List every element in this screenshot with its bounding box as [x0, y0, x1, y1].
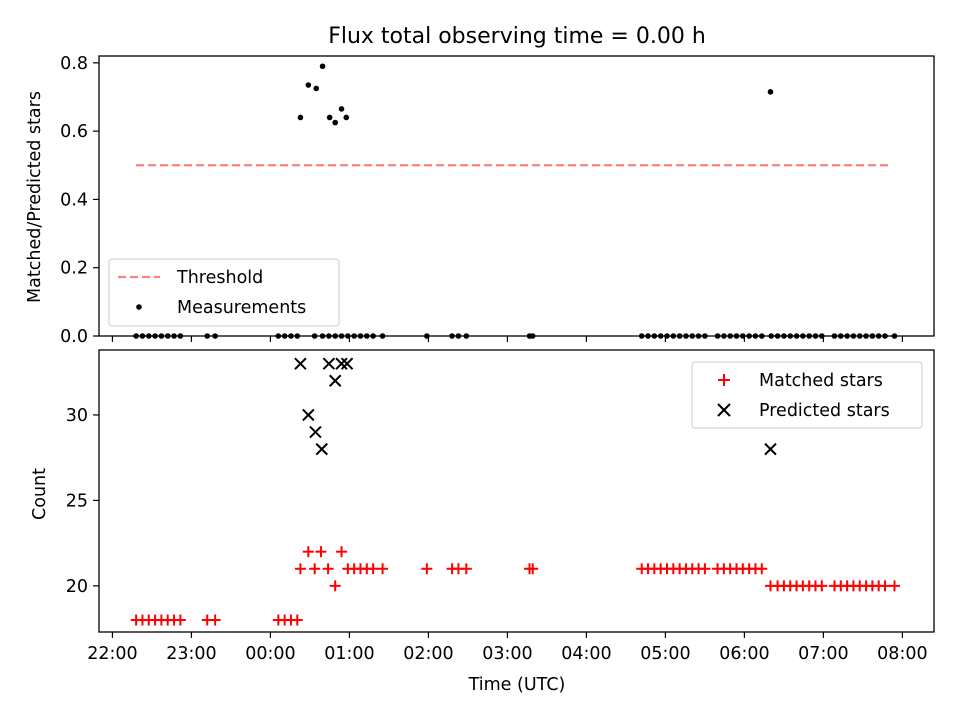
- x-tick-label: 04:00: [561, 644, 611, 664]
- bottom-y-tick-label: 20: [66, 577, 88, 597]
- top-y-tick-label: 0.8: [60, 54, 88, 74]
- matched-star-point: [302, 546, 314, 558]
- matched-star-point: [322, 563, 334, 575]
- matched-star-point: [756, 563, 768, 575]
- measurement-point: [343, 114, 350, 121]
- matched-star-point: [291, 614, 303, 626]
- measurement-point: [332, 119, 339, 126]
- x-tick-label: 05:00: [640, 644, 690, 664]
- x-tick-label: 01:00: [324, 644, 374, 664]
- predicted-star-point: [309, 425, 322, 439]
- top-y-tick-label: 0.2: [60, 259, 88, 279]
- x-tick-label: 03:00: [482, 644, 532, 664]
- matched-star-point: [329, 580, 341, 592]
- matched-star-point: [421, 563, 433, 575]
- matched-star-point: [174, 614, 186, 626]
- legend-matched-label: Matched stars: [759, 371, 883, 391]
- measurement-point: [767, 89, 774, 95]
- matched-star-point: [367, 563, 379, 575]
- matched-star-point: [889, 580, 901, 592]
- bottom-axes-frame: [98, 349, 935, 633]
- predicted-star-point: [315, 442, 328, 456]
- legend-predicted-label: Predicted stars: [759, 401, 890, 421]
- x-tick-label: 23:00: [166, 644, 216, 664]
- x-tick-label: 00:00: [245, 644, 295, 664]
- x-tick-label: 22:00: [87, 644, 137, 664]
- matched-star-point: [294, 563, 306, 575]
- predicted-star-point: [302, 408, 315, 422]
- x-axis-label: Time (UTC): [468, 675, 566, 695]
- bottom-panel: 22:00 23:00 00:00 01:00 02:00 03:00 04:00 05:00…: [30, 349, 935, 695]
- matched-star-point: [816, 580, 828, 592]
- bottom-y-axis-label: Count: [30, 468, 50, 520]
- bottom-legend: Matched stars Predicted stars: [691, 361, 923, 429]
- top-y-axis-label: Matched/Predicted stars: [25, 91, 45, 303]
- top-panel: 0.00.20.40.60.8 Matched/Predicted stars …: [25, 54, 935, 347]
- predicted-star-point: [322, 357, 336, 370]
- legend-threshold-label: Threshold: [176, 268, 263, 288]
- bottom-y-tick-label: 30: [66, 406, 88, 426]
- matched-star-point: [527, 563, 539, 575]
- measurement-point: [305, 82, 312, 88]
- x-tick-label: 02:00: [403, 644, 453, 664]
- top-legend: Threshold Measurements: [108, 258, 340, 327]
- top-legend-box: [108, 258, 340, 327]
- legend-measurements-label: Measurements: [177, 298, 306, 318]
- top-y-tick-label: 0.0: [60, 327, 88, 347]
- x-tick-label: 08:00: [877, 644, 927, 664]
- legend-measurements-swatch: [136, 304, 142, 310]
- predicted-star-point: [335, 357, 348, 370]
- top-y-tick-label: 0.4: [60, 190, 88, 210]
- predicted-star-point: [764, 442, 777, 456]
- matched-star-point: [336, 546, 348, 558]
- x-tick-label: 06:00: [719, 644, 769, 664]
- predicted-star-point: [294, 357, 307, 370]
- x-tick-label: 07:00: [798, 644, 848, 664]
- matched-star-point: [209, 614, 221, 626]
- predicted-star-point: [340, 357, 354, 370]
- matched-star-point: [460, 563, 472, 575]
- chart-title: Flux total observing time = 0.00 h: [328, 24, 706, 49]
- legend-matched-swatch: [718, 374, 730, 386]
- matched-star-point: [309, 563, 321, 575]
- matched-star-point: [377, 563, 389, 575]
- matched-star-point: [879, 580, 891, 592]
- legend-predicted-swatch: [717, 403, 731, 417]
- bottom-legend-box: [691, 361, 923, 429]
- matched-star-point: [699, 563, 711, 575]
- measurement-point: [313, 85, 320, 92]
- matched-star-point: [315, 546, 327, 558]
- measurement-point: [297, 114, 304, 121]
- measurement-point: [338, 106, 345, 112]
- measurement-point: [326, 114, 333, 121]
- top-y-tick-label: 0.6: [60, 122, 88, 142]
- measurement-point: [319, 63, 326, 70]
- top-axes-frame: [98, 55, 935, 337]
- predicted-star-point: [328, 374, 342, 387]
- bottom-y-tick-label: 25: [66, 491, 88, 511]
